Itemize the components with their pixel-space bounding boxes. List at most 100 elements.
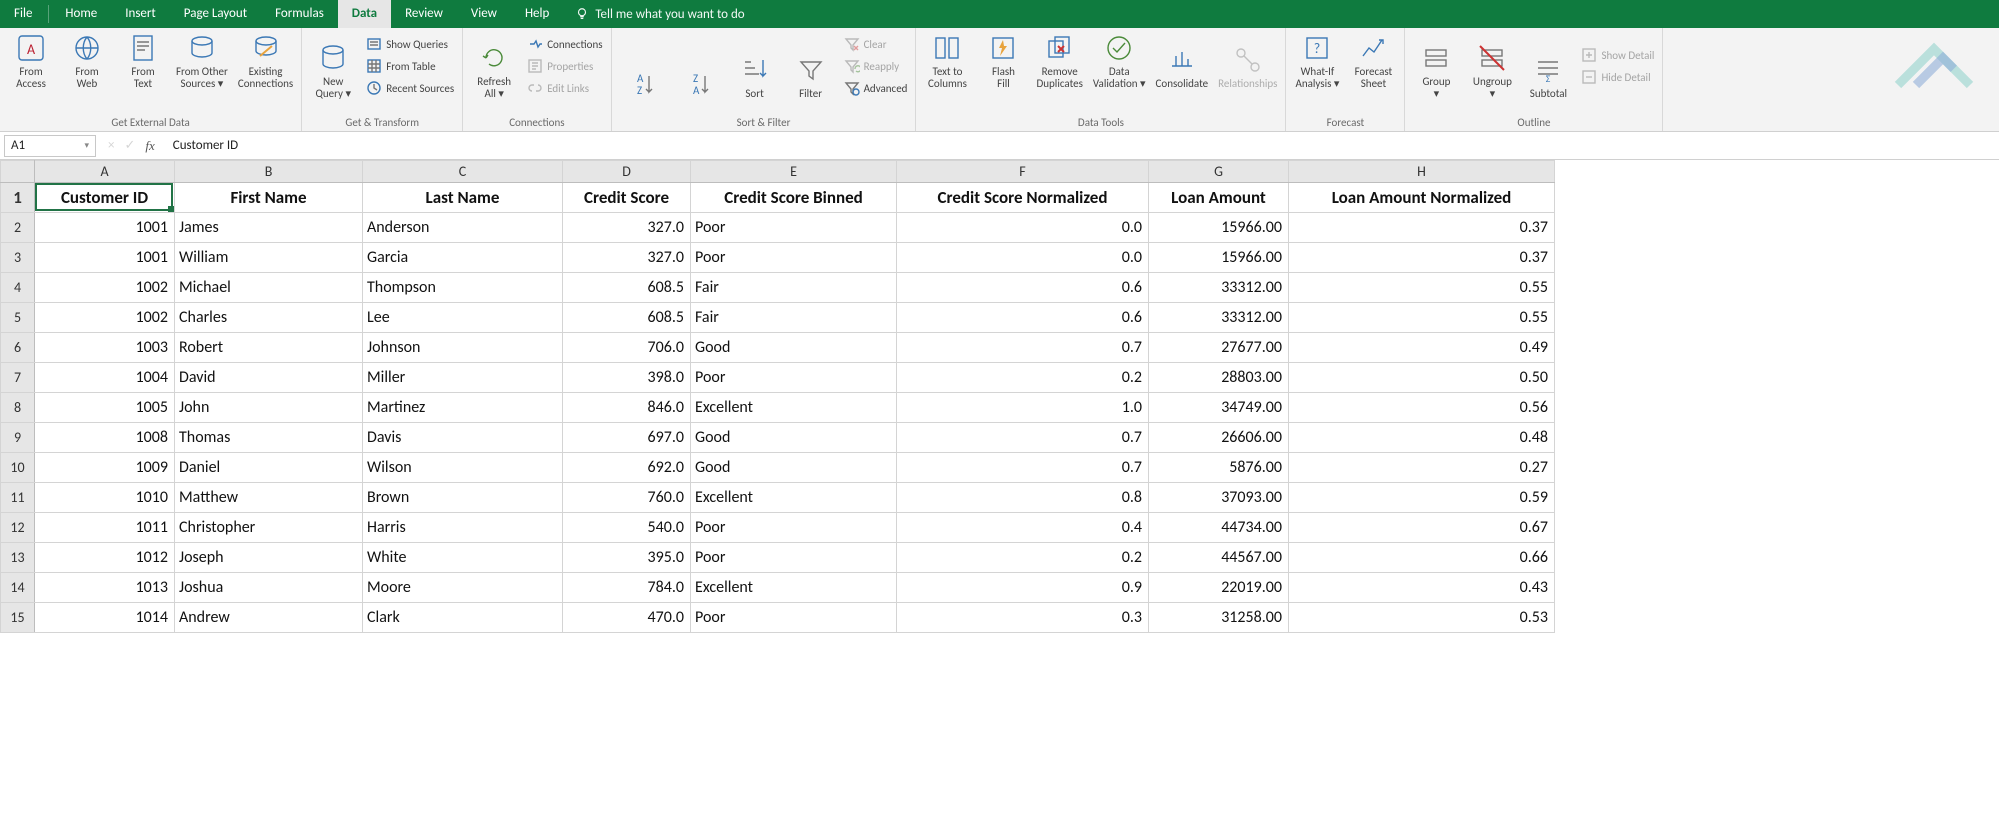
cell[interactable]: 0.55 — [1289, 273, 1555, 303]
cell[interactable]: 0.8 — [897, 483, 1149, 513]
from-access-button[interactable]: AFromAccess — [8, 32, 54, 90]
menu-tab-review[interactable]: Review — [391, 0, 457, 28]
row-header[interactable]: 14 — [1, 573, 35, 603]
cell[interactable]: Andrew — [175, 603, 363, 633]
group-button[interactable]: Group▾ — [1413, 42, 1459, 100]
cell[interactable]: 1.0 — [897, 393, 1149, 423]
data-validation-button[interactable]: DataValidation ▾ — [1093, 32, 1146, 90]
cell[interactable]: 1004 — [35, 363, 175, 393]
cell[interactable]: 34749.00 — [1149, 393, 1289, 423]
cell[interactable]: 760.0 — [563, 483, 691, 513]
row-header[interactable]: 12 — [1, 513, 35, 543]
column-header-E[interactable]: E — [691, 161, 897, 183]
reapply-button[interactable]: Reapply — [844, 56, 908, 76]
cell[interactable]: 28803.00 — [1149, 363, 1289, 393]
cell[interactable]: 784.0 — [563, 573, 691, 603]
cell[interactable]: Fair — [691, 273, 897, 303]
cell[interactable]: Matthew — [175, 483, 363, 513]
cell[interactable]: 0.6 — [897, 303, 1149, 333]
cell[interactable]: 692.0 — [563, 453, 691, 483]
column-header-F[interactable]: F — [897, 161, 1149, 183]
cell[interactable]: Credit Score — [563, 183, 691, 213]
column-header-A[interactable]: A — [35, 161, 175, 183]
cell[interactable]: 44734.00 — [1149, 513, 1289, 543]
row-header[interactable]: 4 — [1, 273, 35, 303]
cell[interactable]: Good — [691, 453, 897, 483]
from-other-sources-button[interactable]: From OtherSources ▾ — [176, 32, 228, 90]
formula-input[interactable]: Customer ID — [165, 138, 1999, 153]
cell[interactable]: 0.0 — [897, 213, 1149, 243]
cell[interactable]: 0.48 — [1289, 423, 1555, 453]
cell[interactable]: 15966.00 — [1149, 213, 1289, 243]
cell[interactable]: 1013 — [35, 573, 175, 603]
cell[interactable]: 0.67 — [1289, 513, 1555, 543]
column-header-C[interactable]: C — [363, 161, 563, 183]
cell[interactable]: 1005 — [35, 393, 175, 423]
cell[interactable]: 0.55 — [1289, 303, 1555, 333]
formula-cancel-icon[interactable]: × — [108, 138, 114, 153]
consolidate-button[interactable]: Consolidate — [1156, 44, 1209, 90]
cell[interactable]: Poor — [691, 543, 897, 573]
tell-me-search[interactable]: Tell me what you want to do — [563, 7, 756, 22]
cell[interactable]: 0.7 — [897, 423, 1149, 453]
cell[interactable]: 540.0 — [563, 513, 691, 543]
connections-button[interactable]: Connections — [527, 34, 602, 54]
what-if-button[interactable]: ?What-IfAnalysis ▾ — [1294, 32, 1340, 90]
cell[interactable]: 1010 — [35, 483, 175, 513]
cell[interactable]: Wilson — [363, 453, 563, 483]
cell[interactable]: 1008 — [35, 423, 175, 453]
insert-function-icon[interactable]: fx — [145, 138, 154, 154]
cell[interactable]: 0.37 — [1289, 243, 1555, 273]
cell[interactable]: 0.66 — [1289, 543, 1555, 573]
cell[interactable]: White — [363, 543, 563, 573]
cell[interactable]: Davis — [363, 423, 563, 453]
row-header[interactable]: 6 — [1, 333, 35, 363]
flash-fill-button[interactable]: FlashFill — [980, 32, 1026, 90]
cell[interactable]: 1009 — [35, 453, 175, 483]
cell[interactable]: Moore — [363, 573, 563, 603]
cell[interactable]: 0.50 — [1289, 363, 1555, 393]
from-table-button[interactable]: From Table — [366, 56, 454, 76]
cell[interactable]: 0.7 — [897, 453, 1149, 483]
cell[interactable]: 0.6 — [897, 273, 1149, 303]
cell[interactable]: 0.9 — [897, 573, 1149, 603]
show-detail-button[interactable]: Show Detail — [1581, 45, 1654, 65]
menu-tab-file[interactable]: File — [0, 0, 46, 28]
new-query-button[interactable]: NewQuery ▾ — [310, 42, 356, 100]
cell[interactable]: Harris — [363, 513, 563, 543]
column-header-D[interactable]: D — [563, 161, 691, 183]
cell[interactable]: James — [175, 213, 363, 243]
cell[interactable]: 327.0 — [563, 213, 691, 243]
cell[interactable]: 846.0 — [563, 393, 691, 423]
cell[interactable]: Thomas — [175, 423, 363, 453]
cell[interactable]: 1012 — [35, 543, 175, 573]
cell[interactable]: 608.5 — [563, 273, 691, 303]
row-header[interactable]: 5 — [1, 303, 35, 333]
cell[interactable]: 26606.00 — [1149, 423, 1289, 453]
cell[interactable]: 0.37 — [1289, 213, 1555, 243]
cell[interactable]: Johnson — [363, 333, 563, 363]
cell[interactable]: 470.0 — [563, 603, 691, 633]
cell[interactable]: Poor — [691, 513, 897, 543]
cell[interactable]: Michael — [175, 273, 363, 303]
text-to-columns-button[interactable]: Text toColumns — [924, 32, 970, 90]
cell[interactable]: 395.0 — [563, 543, 691, 573]
cell[interactable]: Excellent — [691, 393, 897, 423]
cell[interactable]: Miller — [363, 363, 563, 393]
cell[interactable]: 0.2 — [897, 543, 1149, 573]
row-header[interactable]: 1 — [1, 183, 35, 213]
cell[interactable]: 1001 — [35, 243, 175, 273]
cell[interactable]: Garcia — [363, 243, 563, 273]
row-header[interactable]: 9 — [1, 423, 35, 453]
remove-duplicates-button[interactable]: RemoveDuplicates — [1036, 32, 1082, 90]
relationships-button[interactable]: Relationships — [1218, 44, 1277, 90]
clear-filter-button[interactable]: Clear — [844, 34, 908, 54]
cell[interactable]: Clark — [363, 603, 563, 633]
row-header[interactable]: 13 — [1, 543, 35, 573]
cell[interactable]: 398.0 — [563, 363, 691, 393]
show-queries-button[interactable]: Show Queries — [366, 34, 454, 54]
forecast-sheet-button[interactable]: ForecastSheet — [1350, 32, 1396, 90]
recent-sources-button[interactable]: Recent Sources — [366, 78, 454, 98]
cell[interactable]: Martinez — [363, 393, 563, 423]
cell[interactable]: 1014 — [35, 603, 175, 633]
